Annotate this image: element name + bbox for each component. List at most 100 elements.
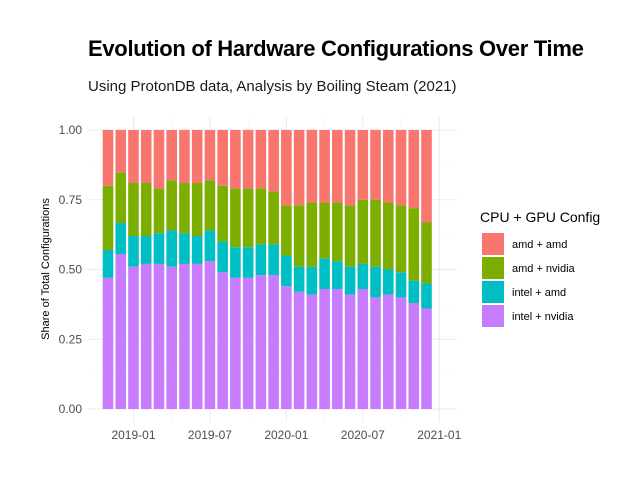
bar-segment-intel-nvidia-2020-04 (319, 289, 330, 409)
bar-segment-intel-amd-2020-12 (421, 283, 432, 309)
x-tick-label: 2019-01 (111, 428, 155, 442)
bar-segment-intel-nvidia-2019-03 (153, 263, 165, 409)
bar-segment-amd-nvidia-2020-07 (357, 199, 369, 264)
bar-segment-intel-nvidia-2020-08 (370, 297, 381, 409)
bar-segment-intel-amd-2018-11 (102, 249, 114, 278)
bar-segment-amd-nvidia-2018-12 (115, 172, 127, 223)
bar-segment-intel-amd-2020-08 (370, 266, 381, 298)
bar-segment-intel-nvidia-2019-04 (166, 266, 177, 409)
bar-segment-amd-nvidia-2020-11 (408, 208, 420, 281)
bar-segment-amd-amd-2018-11 (102, 130, 114, 186)
bar-segment-amd-amd-2019-01 (128, 130, 139, 184)
bar-segment-amd-amd-2018-12 (115, 130, 127, 173)
bar-segment-intel-nvidia-2020-02 (293, 291, 305, 409)
bar-segment-amd-amd-2020-02 (293, 130, 305, 206)
x-tick-label: 2020-07 (341, 428, 385, 442)
bar-segment-amd-nvidia-2020-08 (370, 199, 381, 267)
y-tick-label: 0.25 (59, 332, 83, 346)
bar-segment-intel-amd-2019-12 (268, 244, 279, 276)
bar-segment-amd-nvidia-2020-05 (332, 202, 343, 262)
legend-swatch (482, 233, 504, 255)
bar-segment-amd-nvidia-2019-09 (230, 188, 241, 248)
bar-segment-intel-nvidia-2020-05 (332, 289, 343, 409)
bar-segment-amd-nvidia-2019-06 (191, 183, 203, 237)
bar-segment-amd-nvidia-2019-10 (242, 188, 254, 248)
bar-segment-amd-nvidia-2019-07 (204, 180, 216, 231)
bar-segment-intel-amd-2018-12 (115, 223, 127, 254)
bar-segment-amd-amd-2020-12 (421, 130, 432, 223)
bar-segment-intel-nvidia-2018-12 (115, 254, 127, 409)
bar-segment-intel-nvidia-2020-07 (357, 289, 369, 409)
bar-segment-intel-nvidia-2020-12 (421, 308, 432, 409)
y-tick-label: 0.75 (59, 193, 83, 207)
bar-segment-intel-nvidia-2019-11 (255, 275, 267, 409)
legend-label: amd + nvidia (512, 263, 576, 275)
bar-segment-intel-amd-2019-08 (217, 241, 228, 273)
bar-segment-intel-amd-2020-11 (408, 280, 420, 303)
bar-segment-amd-amd-2020-10 (395, 130, 407, 206)
legend-title: CPU + GPU Config (480, 209, 600, 225)
legend: CPU + GPU Config amd + amd amd + nvidia in… (480, 209, 600, 327)
legend-label: amd + amd (512, 239, 567, 251)
legend-label: intel + amd (512, 287, 566, 299)
bar-segment-amd-amd-2019-09 (230, 130, 241, 189)
bar-segment-amd-nvidia-2019-12 (268, 191, 279, 245)
bar-segment-amd-nvidia-2019-03 (153, 188, 165, 234)
bar-segment-intel-nvidia-2020-06 (344, 294, 356, 409)
bar-segment-intel-amd-2019-01 (128, 236, 139, 267)
bar-segment-intel-nvidia-2020-09 (382, 294, 394, 409)
bar-segment-amd-amd-2020-06 (344, 130, 356, 206)
bar-segment-intel-amd-2019-05 (179, 233, 190, 264)
bar-segment-amd-amd-2019-06 (191, 130, 203, 184)
bar-segment-intel-amd-2020-01 (281, 255, 292, 287)
x-tick-label: 2021-01 (417, 428, 461, 442)
chart-title: Evolution of Hardware Configurations Ove… (88, 36, 584, 61)
y-axis-label: Share of Total Configurations (40, 198, 52, 340)
bar-segment-intel-amd-2020-10 (395, 272, 407, 298)
bar-segment-amd-nvidia-2019-02 (140, 183, 152, 237)
bar-segment-amd-nvidia-2019-05 (179, 183, 190, 234)
bar-segment-amd-amd-2020-04 (319, 130, 330, 203)
bar-segment-intel-amd-2020-09 (382, 269, 394, 295)
bar-segment-amd-nvidia-2020-03 (306, 202, 318, 267)
bar-segment-intel-amd-2019-07 (204, 230, 216, 262)
bar-segment-intel-amd-2019-10 (242, 247, 254, 278)
bar-segment-intel-amd-2019-04 (166, 230, 177, 267)
bar-segment-intel-amd-2019-02 (140, 236, 152, 264)
y-tick-label: 0.50 (59, 263, 83, 277)
bar-segment-intel-nvidia-2020-11 (408, 302, 420, 409)
bar-segment-amd-amd-2020-09 (382, 130, 394, 203)
bar-segment-amd-amd-2019-12 (268, 130, 279, 192)
bar-segment-amd-amd-2019-03 (153, 130, 165, 189)
bar-segment-intel-amd-2020-07 (357, 263, 369, 290)
bar-segment-intel-nvidia-2019-07 (204, 261, 216, 409)
bar-segment-amd-amd-2019-07 (204, 130, 216, 181)
bar-segment-amd-amd-2020-08 (370, 130, 381, 200)
y-tick-label: 0.00 (59, 402, 83, 416)
bar-segment-intel-amd-2019-11 (255, 244, 267, 276)
bar-segment-intel-nvidia-2018-11 (102, 277, 114, 409)
bar-segment-intel-nvidia-2019-08 (217, 272, 228, 409)
legend-swatch (482, 305, 504, 327)
bar-segment-amd-amd-2020-11 (408, 130, 420, 209)
bar-segment-amd-amd-2020-01 (281, 130, 292, 206)
chart-subtitle: Using ProtonDB data, Analysis by Boiling… (88, 78, 457, 95)
bar-segment-amd-amd-2020-05 (332, 130, 343, 203)
bar-segment-intel-nvidia-2019-09 (230, 277, 241, 409)
legend-swatch (482, 257, 504, 279)
bar-segment-intel-amd-2020-03 (306, 266, 318, 295)
bar-segment-amd-amd-2019-05 (179, 130, 190, 184)
bar-segment-intel-amd-2020-02 (293, 266, 305, 292)
bar-segment-intel-nvidia-2019-02 (140, 263, 152, 409)
bar-segment-amd-amd-2019-04 (166, 130, 177, 181)
bar-segment-intel-amd-2020-05 (332, 261, 343, 290)
bar-segment-intel-nvidia-2020-10 (395, 297, 407, 409)
bar-segment-amd-amd-2020-07 (357, 130, 369, 200)
bar-segment-intel-nvidia-2019-05 (179, 263, 190, 409)
legend-swatch (482, 281, 504, 303)
bar-segment-amd-nvidia-2020-04 (319, 202, 330, 259)
bar-segment-amd-amd-2019-10 (242, 130, 254, 189)
bar-segment-amd-nvidia-2019-08 (217, 185, 228, 242)
bar-segment-intel-nvidia-2019-01 (128, 266, 139, 409)
